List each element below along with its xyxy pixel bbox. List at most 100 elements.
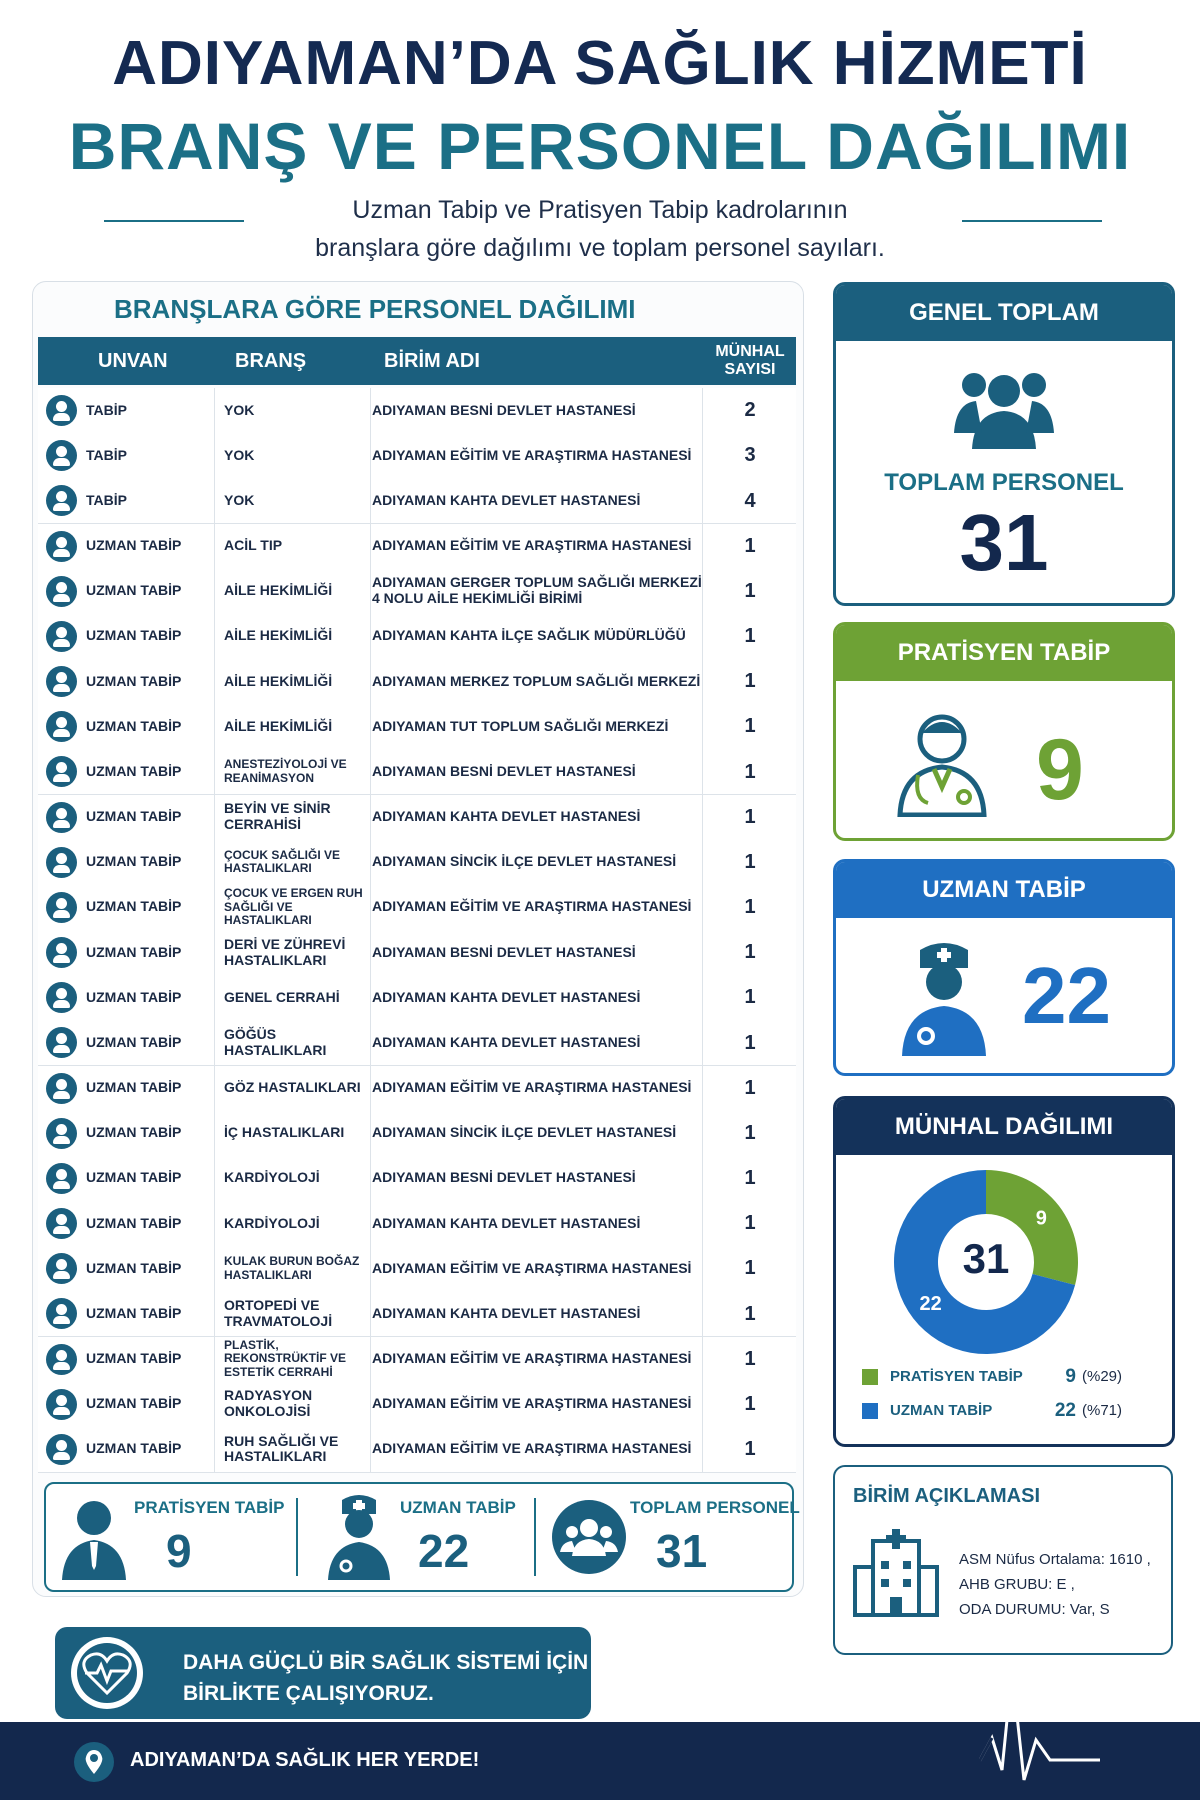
table-cell: YOK: [224, 401, 255, 418]
cell-separator: [370, 1426, 371, 1472]
cell-separator: [214, 1246, 215, 1292]
table-cell: DERİ VE ZÜHREVİ HASTALIKLARI: [224, 935, 346, 968]
legend-percent: (%71): [1082, 1402, 1122, 1419]
column-header: MÜNHAL SAYISI: [715, 343, 785, 378]
table-cell: ADIYAMAN BESNİ DEVLET HASTANESİ: [372, 762, 636, 779]
table-cell: YOK: [224, 491, 255, 508]
cell-separator: [214, 704, 215, 750]
table-cell: ADIYAMAN KAHTA DEVLET HASTANESİ: [372, 1214, 641, 1231]
cell-separator: [702, 975, 703, 1021]
subtitle-line-2: branşlara göre dağılımı ve toplam person…: [315, 234, 885, 262]
table-cell: BEYİN VE SİNİR CERRAHİSİ: [224, 800, 331, 832]
summary-label: UZMAN TABİP: [400, 1498, 516, 1517]
row-icon: [46, 666, 77, 697]
table-cell: TABİP: [86, 446, 127, 463]
cell-separator: [370, 839, 371, 885]
vacancy-count: 3: [744, 444, 756, 467]
cell-separator: [214, 839, 215, 885]
cell-separator: [214, 1020, 215, 1066]
table-cell: GÖĞÜS HASTALIKLARI: [224, 1026, 327, 1058]
cell-separator: [214, 613, 215, 659]
donut-slice: [894, 1170, 1076, 1354]
table-cell: ADIYAMAN EĞİTİM VE ARAŞTIRMA HASTANESİ: [372, 1079, 692, 1096]
table-cell: ANESTEZİYOLOJİ VE REANİMASYON: [224, 757, 347, 785]
table-cell: ADIYAMAN EĞİTİM VE ARAŞTIRMA HASTANESİ: [372, 898, 692, 915]
row-icon: [46, 1253, 77, 1285]
card-title: GENEL TOPLAM: [836, 285, 1172, 341]
cell-separator: [702, 1426, 703, 1472]
donut-hole: [939, 1215, 1033, 1309]
chart-title: MÜNHAL DAĞILIMI: [836, 1099, 1172, 1155]
vacancy-count: 1: [744, 625, 756, 648]
vacancy-count: 1: [744, 579, 756, 602]
table-cell: PLASTİK, REKONSTRÜKTİF VE ESTETİK CERRAH…: [224, 1337, 347, 1379]
cell-separator: [370, 749, 371, 795]
cell-separator: [370, 478, 371, 524]
table-row: UZMAN TABİP AİLE HEKİMLİĞİ ADIYAMAN KAHTA …: [38, 613, 796, 660]
unit-note-card: BİRİM AÇIKLAMASI ASM Nüfus Ortalama: 161…: [833, 1465, 1173, 1655]
cell-separator: [214, 1065, 215, 1111]
table-cell: AİLE HEKİMLİĞİ: [224, 582, 333, 599]
row-icon: [46, 801, 77, 833]
divider: [104, 220, 244, 222]
row-icon: [46, 1433, 77, 1465]
table-cell: UZMAN TABİP: [86, 672, 182, 689]
cell-separator: [702, 794, 703, 840]
table-cell: UZMAN TABİP: [86, 582, 182, 599]
table-cell: ADIYAMAN KAHTA DEVLET HASTANESİ: [372, 1033, 641, 1050]
cell-separator: [702, 1155, 703, 1201]
table-cell: GÖZ HASTALIKLARI: [224, 1079, 361, 1096]
table-cell: UZMAN TABİP: [86, 1440, 182, 1457]
column-header: UNVAN: [98, 349, 168, 372]
table-cell: ADIYAMAN MERKEZ TOPLUM SAĞLIĞI MERKEZİ: [372, 672, 701, 689]
slice-label: 22: [920, 1293, 942, 1315]
cell-separator: [370, 659, 371, 704]
table-cell: ADIYAMAN EĞİTİM VE ARAŞTIRMA HASTANESİ: [372, 1440, 692, 1457]
vacancy-count: 1: [744, 1212, 756, 1235]
cell-separator: [702, 388, 703, 433]
cell-separator: [370, 1336, 371, 1382]
cell-separator: [370, 884, 371, 930]
note-line: ODA DURUMU: Var, S: [959, 1601, 1110, 1618]
table-cell: AİLE HEKİMLİĞİ: [224, 672, 333, 689]
cell-separator: [702, 433, 703, 479]
cell-separator: [370, 930, 371, 975]
cell-separator: [214, 884, 215, 930]
card-value: 31: [959, 498, 1049, 587]
donut-total: 31: [963, 1235, 1010, 1282]
cell-separator: [370, 975, 371, 1021]
table-row: UZMAN TABİP İÇ HASTALIKLARI ADIYAMAN SİNCİ…: [38, 1110, 796, 1157]
cell-separator: [370, 613, 371, 659]
table-cell: ADIYAMAN EĞİTİM VE ARAŞTIRMA HASTANESİ: [372, 1395, 692, 1412]
cell-separator: [214, 523, 215, 569]
vacancy-count: 1: [744, 1302, 756, 1325]
row-icon: [46, 1162, 77, 1194]
cell-separator: [702, 478, 703, 524]
vacancy-count: 1: [744, 670, 756, 693]
cell-separator: [214, 930, 215, 975]
cell-separator: [702, 1381, 703, 1427]
vacancy-count: 1: [744, 1076, 756, 1099]
cell-separator: [214, 388, 215, 433]
legend-swatch: [862, 1369, 878, 1385]
hospital-icon: [853, 1529, 939, 1617]
separator: [296, 1498, 298, 1576]
table-cell: UZMAN TABİP: [86, 988, 182, 1005]
cell-separator: [214, 749, 215, 795]
cell-separator: [702, 839, 703, 885]
row-icon: [46, 620, 77, 652]
separator: [534, 1498, 536, 1576]
cell-separator: [370, 523, 371, 569]
row-icon: [46, 1298, 77, 1330]
table-cell: UZMAN TABİP: [86, 898, 182, 915]
column-header: BİRİM ADI: [384, 349, 480, 372]
table-cell: UZMAN TABİP: [86, 1304, 182, 1321]
table-cell: İÇ HASTALIKLARI: [224, 1124, 345, 1141]
table-cell: ADIYAMAN EĞİTİM VE ARAŞTIRMA HASTANESİ: [372, 446, 692, 463]
table-cell: UZMAN TABİP: [86, 762, 182, 779]
row-icon: [46, 1208, 77, 1239]
table-row: UZMAN TABİP AİLE HEKİMLİĞİ ADIYAMAN GERGER…: [38, 568, 796, 615]
table-cell: RADYASYON ONKOLOJİSİ: [224, 1387, 313, 1420]
table-cell: UZMAN TABİP: [86, 537, 182, 554]
table-cell: AİLE HEKİMLİĞİ: [224, 717, 333, 734]
